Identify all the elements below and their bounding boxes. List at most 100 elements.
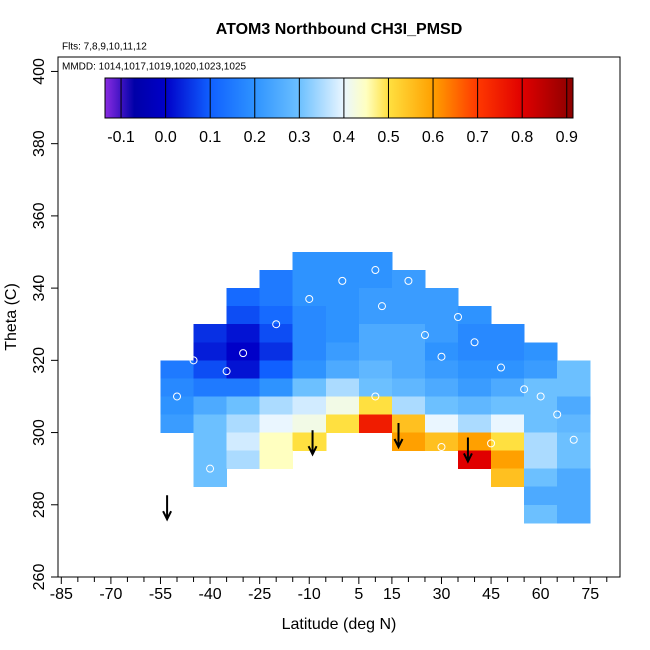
heat-cell [358, 306, 393, 325]
heat-cell [491, 468, 525, 488]
heat-cell [226, 396, 261, 415]
x-axis-label: Latitude (deg N) [282, 616, 397, 633]
observation-point [487, 439, 496, 448]
heat-cell [424, 360, 459, 379]
heat-cell [491, 324, 525, 343]
heat-cell [391, 306, 426, 325]
heat-cell [391, 414, 426, 434]
heat-cell [358, 414, 393, 434]
heat-cell [358, 324, 393, 343]
heat-cell [424, 306, 459, 325]
heat-cell [358, 342, 393, 361]
heat-cell [193, 360, 228, 379]
heat-cell [391, 342, 426, 361]
heat-cell [391, 432, 426, 452]
heat-cell [458, 324, 492, 343]
x-tick-label: 60 [532, 586, 550, 603]
x-tick-label: -25 [248, 586, 271, 603]
arrow [393, 423, 404, 450]
heat-cell [524, 396, 558, 415]
heat-cell [358, 378, 393, 397]
colorbar-tick-label: -0.1 [107, 129, 135, 146]
heat-cell [193, 396, 228, 415]
heat-cell [226, 288, 261, 307]
heat-cell [259, 396, 294, 415]
heat-cell [259, 324, 294, 343]
x-tick-label: -55 [149, 586, 172, 603]
observation-point [553, 410, 562, 419]
observation-point [272, 320, 281, 329]
heat-cell [193, 378, 228, 397]
heat-cell [458, 432, 492, 452]
heat-cell [193, 432, 228, 452]
heat-cell [524, 342, 558, 361]
heat-cell [259, 306, 294, 325]
heat-cell [491, 414, 525, 434]
x-tick-label: -85 [50, 586, 73, 603]
heat-cell [458, 414, 492, 434]
colorbar-tick-label: 0.1 [199, 129, 221, 146]
observation-point [239, 349, 248, 358]
heat-cell [557, 360, 591, 379]
heat-cell [325, 378, 360, 397]
x-tick-label: 15 [383, 586, 401, 603]
heat-cell [226, 324, 261, 343]
annotation: MMDD: 1014,1017,1019,1020,1023,1025 [62, 62, 246, 73]
heat-cell [325, 270, 360, 289]
heat-cell [226, 450, 261, 470]
heat-cell [491, 378, 525, 397]
heat-cell [524, 360, 558, 379]
heat-cell [424, 288, 459, 307]
heat-cell [325, 396, 360, 415]
y-tick-label: 260 [31, 564, 48, 591]
heat-cell [391, 360, 426, 379]
heat-cell [292, 342, 327, 361]
arrow [307, 430, 318, 457]
heat-cell [193, 342, 228, 361]
observation-point [536, 392, 545, 401]
heat-cell [259, 414, 294, 434]
observation-point [496, 363, 505, 372]
observation-point [420, 331, 429, 340]
observation-point [305, 294, 314, 303]
heat-cell [259, 342, 294, 361]
heat-cell [424, 432, 459, 452]
heat-cell [491, 342, 525, 361]
heat-cell [524, 504, 558, 524]
heat-cell [358, 288, 393, 307]
heat-cell [292, 432, 327, 452]
x-tick-label: 5 [354, 586, 363, 603]
heat-cell [391, 270, 426, 289]
heat-cell [160, 414, 195, 434]
heat-cell [259, 360, 294, 379]
heat-cell [524, 378, 558, 397]
colorbar-tick-label: 0.5 [377, 129, 399, 146]
y-tick-label: 400 [31, 58, 48, 85]
observation-point [454, 313, 463, 321]
heat-cell [358, 252, 393, 271]
heat-cell [193, 450, 228, 470]
heat-cell [424, 342, 459, 361]
heat-cell [491, 396, 525, 415]
colorbar [104, 77, 574, 119]
heat-cell [226, 360, 261, 379]
heat-cell [491, 450, 525, 470]
y-tick-label: 320 [31, 347, 48, 374]
observation-point [470, 338, 479, 347]
x-tick-label: 75 [581, 586, 599, 603]
heat-cell [325, 324, 360, 343]
heat-cell [325, 360, 360, 379]
y-tick-label: 360 [31, 202, 48, 229]
heat-cell [391, 288, 426, 307]
heat-cell [259, 270, 294, 289]
heat-cell [292, 378, 327, 397]
heat-cell [325, 288, 360, 307]
heat-cell [557, 378, 591, 397]
arrow [162, 495, 172, 522]
heat-cell [160, 396, 195, 415]
heat-cell [193, 468, 228, 488]
colorbar-tick-label: 0.9 [556, 129, 578, 146]
heat-cell [292, 306, 327, 325]
observation-point [569, 435, 578, 444]
